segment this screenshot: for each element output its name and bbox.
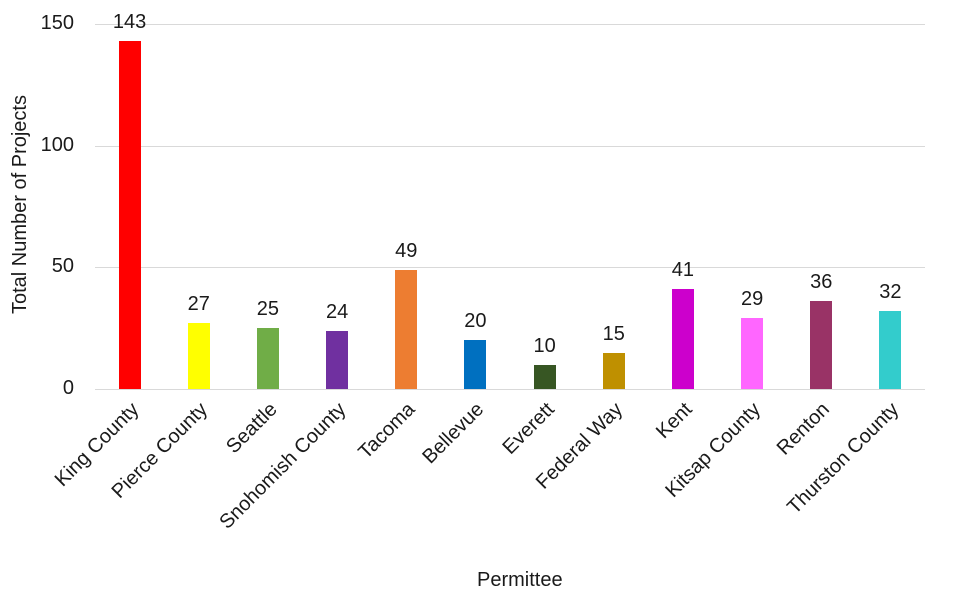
bar: [187, 323, 210, 389]
bar-value-label: 29: [740, 288, 764, 311]
bar-value-label: 49: [395, 239, 418, 262]
bar-value-label: 36: [810, 271, 833, 294]
bar-value-label: 25: [256, 298, 280, 321]
x-axis-title: Permittee: [477, 569, 563, 591]
bar: [464, 340, 487, 389]
bar-value-label: 24: [325, 300, 349, 323]
bar-value-label: 41: [671, 259, 695, 282]
x-tick-label: Seattle: [222, 398, 282, 458]
bar-value-label: 20: [464, 310, 487, 333]
gridline: [95, 389, 925, 390]
x-tick-label: Everett: [498, 398, 559, 459]
x-tick-label: Bellevue: [418, 398, 489, 469]
bar: [879, 311, 902, 389]
bar: [741, 318, 764, 389]
gridline: [95, 146, 925, 147]
bar-value-label: 143: [112, 11, 147, 34]
bar: [395, 269, 418, 389]
bar-value-label: 10: [533, 334, 556, 357]
y-tick-label: 50: [51, 255, 74, 277]
bar: [810, 301, 833, 389]
bar: [326, 330, 349, 389]
y-tick-label: 0: [62, 377, 74, 399]
bar: [671, 289, 694, 389]
x-tick-label: Renton: [773, 398, 835, 460]
bar: [533, 364, 556, 389]
gridline: [95, 267, 925, 268]
x-tick-label: Kent: [651, 398, 697, 444]
bar-value-label: 32: [879, 281, 902, 304]
x-tick-label: Tacoma: [354, 398, 420, 464]
y-tick-label: 150: [40, 12, 74, 34]
x-tick-label: Snohomish County: [215, 398, 351, 534]
bar: [118, 41, 141, 389]
bar-value-label: 15: [602, 322, 625, 345]
bar: [256, 328, 279, 389]
bar-value-label: 27: [187, 293, 210, 316]
gridline: [95, 24, 925, 25]
y-tick-label: 100: [40, 134, 74, 156]
bar: [602, 352, 625, 389]
y-axis-title: Total Number of Projects: [8, 95, 31, 314]
